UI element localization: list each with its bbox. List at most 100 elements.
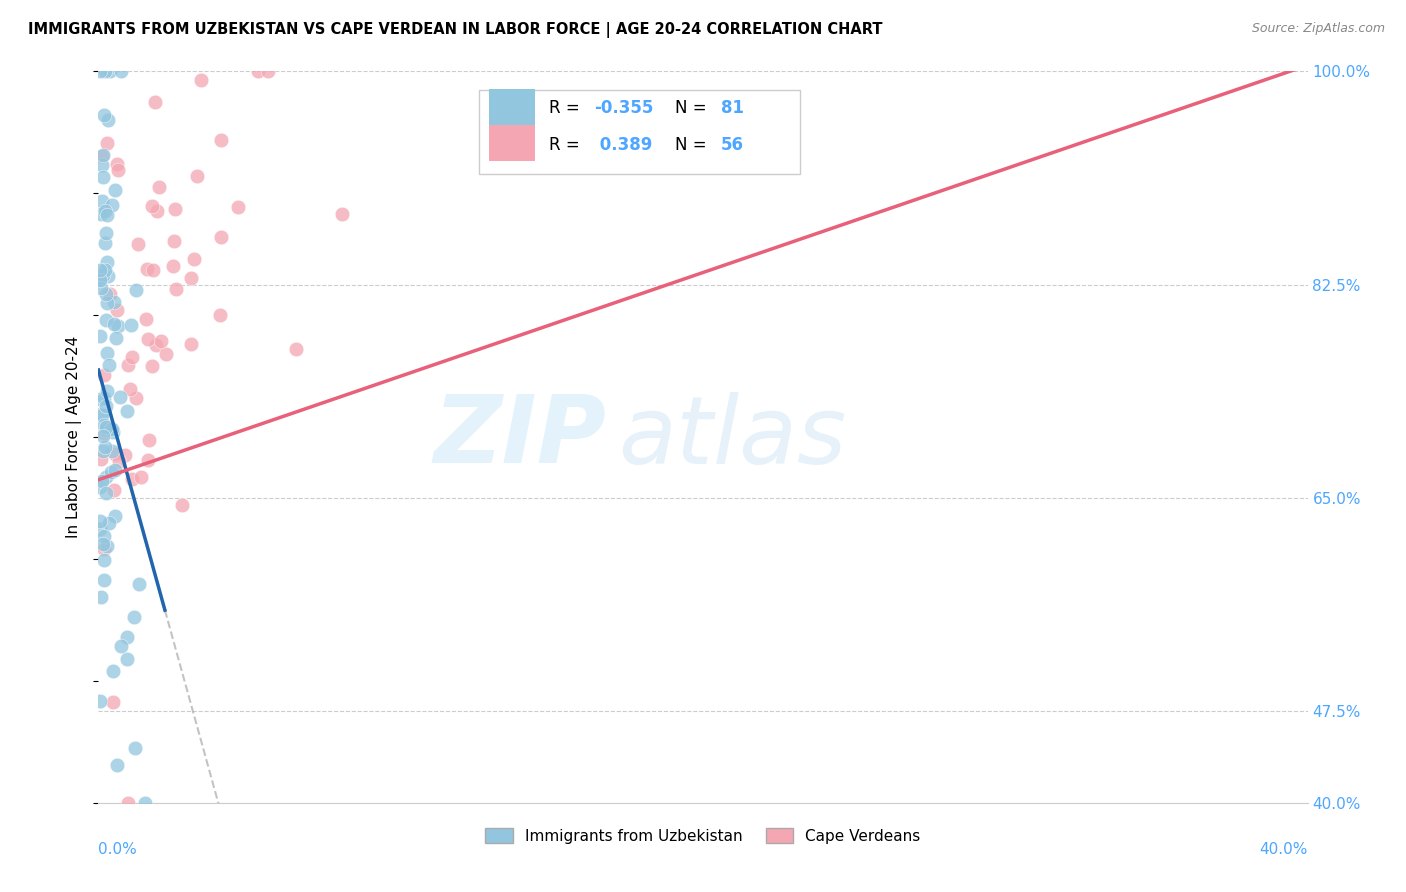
Point (96, 423, 118, 437)
Point (145, 338, 167, 352)
Point (145, 204, 167, 219)
Point (93, 574, 115, 588)
Point (208, 308, 231, 322)
Point (93, 391, 115, 405)
Point (180, 337, 202, 351)
Point (246, 64, 269, 78)
Point (90, 281, 112, 295)
Point (103, 294, 125, 309)
Point (91, 444, 114, 458)
Point (163, 234, 186, 248)
Point (96, 384, 118, 398)
Point (98, 286, 121, 301)
Point (96, 255, 118, 269)
Point (89, 263, 111, 277)
Point (141, 359, 163, 373)
Point (117, 358, 139, 372)
Point (91, 170, 114, 185)
Point (96, 295, 118, 310)
Point (117, 403, 139, 417)
Point (97, 358, 120, 372)
Point (90, 407, 112, 421)
Point (96, 539, 118, 553)
Point (97, 113, 120, 128)
Point (121, 472, 143, 486)
Point (104, 183, 127, 197)
Text: R =: R = (550, 136, 591, 153)
Y-axis label: In Labor Force | Age 20-24: In Labor Force | Age 20-24 (66, 336, 83, 538)
Point (120, 382, 142, 396)
Point (100, 465, 122, 479)
Point (162, 260, 184, 274)
Legend: Immigrants from Uzbekistan, Cape Verdeans: Immigrants from Uzbekistan, Cape Verdean… (479, 822, 927, 850)
Point (103, 695, 125, 709)
Point (90, 194, 112, 208)
Point (284, 342, 307, 356)
Point (107, 453, 129, 467)
Point (114, 448, 136, 462)
Text: 0.0%: 0.0% (98, 842, 138, 856)
Point (93, 553, 115, 567)
Point (104, 509, 127, 524)
Point (101, 664, 124, 678)
Point (94, 287, 117, 301)
Point (96, 419, 118, 434)
Point (89, 480, 111, 494)
Point (101, 422, 124, 436)
Point (141, 199, 163, 213)
Point (226, 200, 249, 214)
Point (148, 179, 170, 194)
FancyBboxPatch shape (479, 90, 800, 174)
Point (90, 475, 112, 489)
Point (125, 283, 148, 297)
Point (89, 329, 111, 343)
Point (89, 514, 111, 528)
Point (103, 483, 125, 497)
Point (127, 237, 149, 252)
Point (96, 136, 118, 150)
Point (136, 453, 159, 467)
Point (98, 64, 121, 78)
Point (120, 318, 142, 333)
Text: N =: N = (675, 136, 711, 153)
Point (93, 541, 115, 556)
Point (94, 64, 117, 78)
Point (96, 419, 118, 434)
Point (89, 270, 111, 285)
Point (104, 447, 127, 461)
Point (105, 157, 128, 171)
Text: Source: ZipAtlas.com: Source: ZipAtlas.com (1251, 22, 1385, 36)
Point (94, 226, 117, 240)
Point (190, 72, 212, 87)
Point (134, 796, 156, 810)
Text: -0.355: -0.355 (595, 99, 654, 117)
Point (94, 203, 117, 218)
Point (93, 426, 115, 441)
Point (94, 262, 117, 277)
Point (110, 639, 132, 653)
Point (330, 207, 353, 221)
Point (117, 652, 139, 666)
Point (186, 169, 208, 183)
Point (90, 149, 112, 163)
Point (155, 347, 177, 361)
Point (91, 158, 114, 172)
FancyBboxPatch shape (489, 88, 534, 125)
Point (256, 64, 278, 78)
Point (91, 428, 114, 442)
Point (96, 208, 118, 222)
Point (105, 757, 128, 772)
FancyBboxPatch shape (489, 125, 534, 161)
Point (89, 64, 111, 78)
Point (110, 390, 132, 404)
Text: N =: N = (675, 99, 711, 117)
Point (136, 261, 159, 276)
Point (100, 421, 122, 435)
Point (89, 694, 111, 708)
Point (91, 268, 114, 283)
Point (129, 470, 152, 484)
Point (89, 392, 111, 406)
Point (94, 469, 117, 483)
Point (122, 610, 145, 624)
Point (115, 630, 138, 644)
